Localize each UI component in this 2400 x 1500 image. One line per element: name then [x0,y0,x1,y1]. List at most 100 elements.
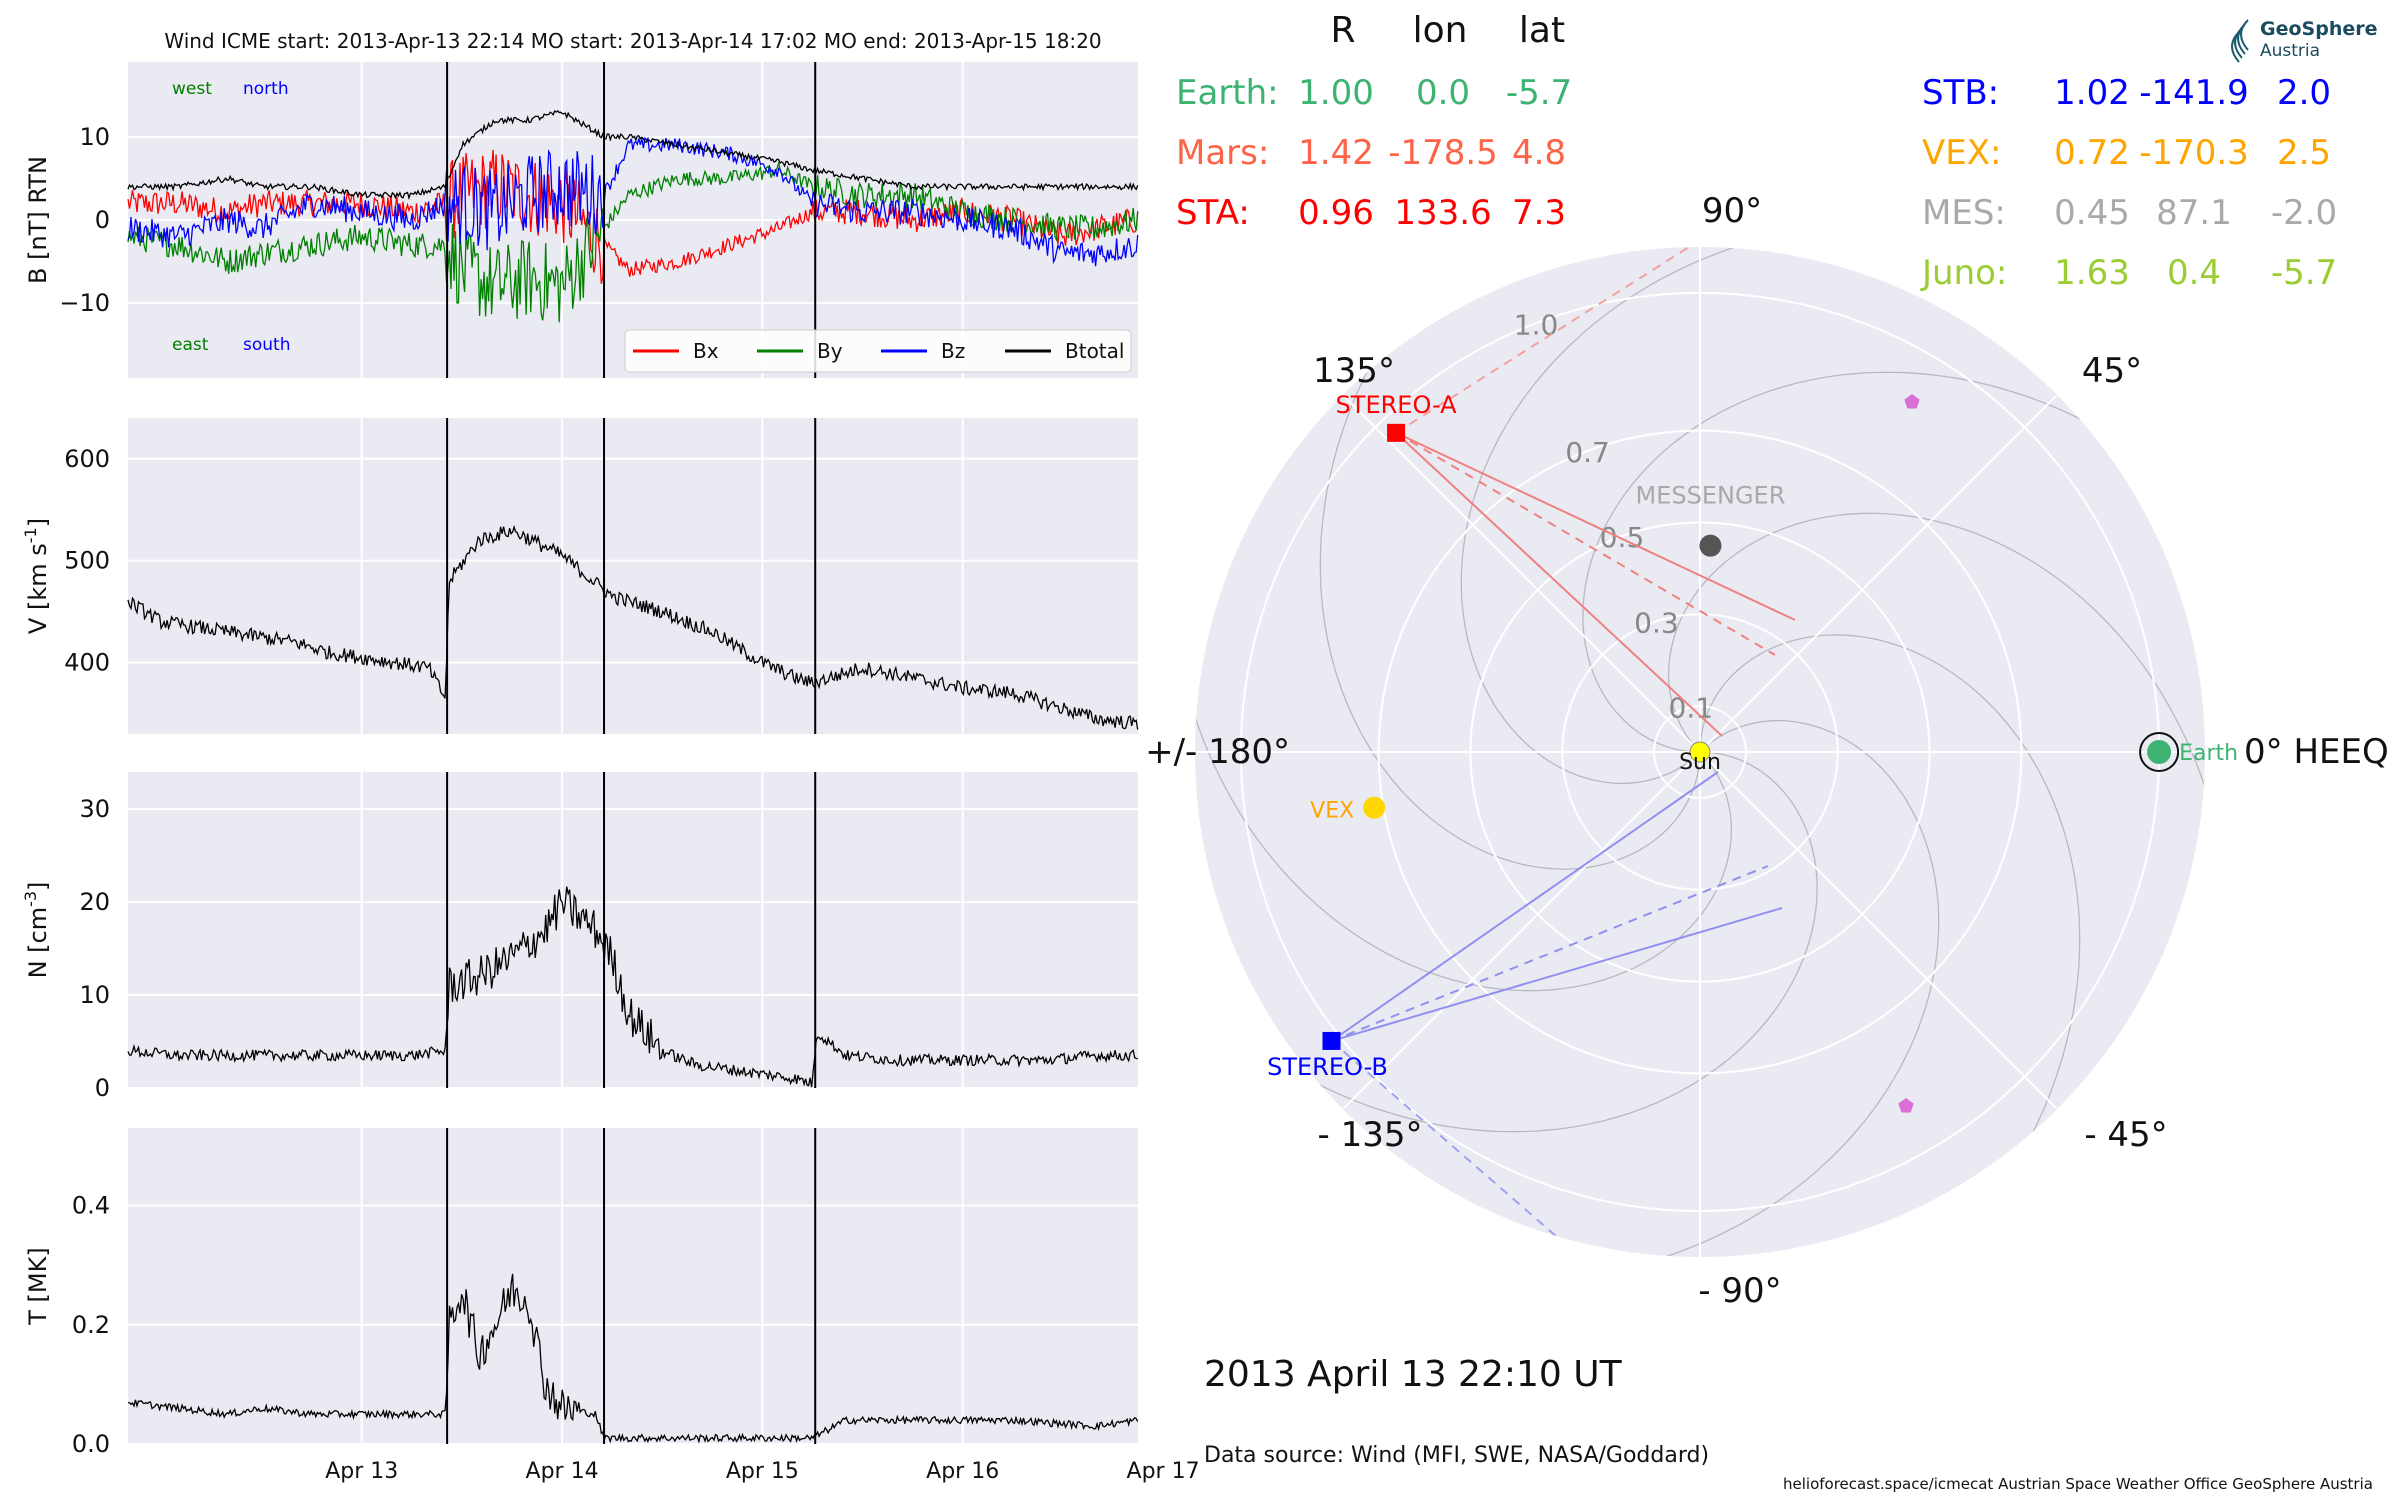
y-tick-label: 0 [95,1074,110,1102]
table-header: lon [1413,10,1468,51]
messenger-label: MESSENGER [1635,482,1785,510]
y-axis-label: T [MK] [24,1247,52,1325]
table-lon: 0.0 [1416,73,1470,113]
angle-label: 45° [2082,351,2142,391]
legend-box [624,329,1132,373]
table-body-name: STA: [1176,193,1250,233]
series-line-by [127,160,1139,323]
x-tick-label: Apr 15 [726,1459,799,1484]
table-body-name: STB: [1922,73,1999,113]
y-tick-label: 30 [79,795,110,823]
parker-spiral [1667,512,2205,1257]
stereo-b-label: STEREO-B [1267,1053,1388,1081]
panel-background [128,772,1138,1088]
y-tick-label: 400 [64,649,110,677]
table-lat: 7.3 [1512,193,1566,233]
table-body-name: Juno: [1920,253,2007,293]
angle-label: 135° [1313,351,1395,391]
y-tick-label: 500 [64,547,110,575]
table-body-name: Mars: [1176,133,1269,173]
angle-label: - 45° [2084,1115,2167,1155]
table-header: R [1330,10,1355,51]
data-source: Data source: Wind (MFI, SWE, NASA/Goddar… [1204,1443,1709,1468]
earth-ring [2139,732,2180,772]
panel-background [128,418,1138,734]
y-axis-label: N [cm-3] [21,882,52,979]
radial-tick-label: 0.5 [1600,521,1645,554]
vex-marker [1363,796,1386,819]
messenger-marker [1699,534,1722,557]
table-body-name: Earth: [1176,73,1279,113]
angular-grid-line [1342,751,1701,1110]
sta-direction-line [1395,247,1701,434]
table-lat: -5.7 [1506,73,1572,113]
y-tick-label: 20 [79,888,110,916]
y-tick-label: 0.2 [72,1311,110,1339]
logo-line2: Austria [2260,41,2320,61]
stb-view-line [1330,771,1719,1042]
table-r: 1.02 [2054,73,2130,113]
legend-label: Btotal [1065,339,1124,363]
pentagon-marker [1904,394,1920,409]
table-r: 0.96 [1298,193,1374,233]
sta-view-line [1395,431,1796,621]
series-line-btotal [127,109,1139,201]
y-tick-label: 0.0 [72,1430,110,1458]
table-r: 1.42 [1298,133,1374,173]
y-tick-label: −10 [59,289,110,317]
table-lon: 0.4 [2167,253,2221,293]
table-body-name: MES: [1922,193,2006,233]
table-r: 0.45 [2054,193,2130,233]
figure-title: Wind ICME start: 2013-Apr-13 22:14 MO st… [164,29,1101,53]
date-label: 2013 April 13 22:10 UT [1204,1354,1623,1395]
radial-tick-label: 0.3 [1634,606,1679,639]
table-lat: 4.8 [1512,133,1566,173]
table-r: 1.00 [1298,73,1374,113]
angular-grid-line [1699,394,2058,753]
table-lat: 2.0 [2277,73,2331,113]
legend-label: Bz [941,339,965,363]
annotation-east: east [172,335,209,355]
stereo-a-marker [1387,423,1406,442]
sun-marker [1689,741,1711,763]
logo-line1: GeoSphere [2260,18,2378,40]
stb-view-line [1331,865,1769,1042]
table-header: lat [1519,10,1565,51]
x-tick-label: Apr 17 [1127,1459,1200,1484]
radial-tick-label: 1.0 [1514,308,1559,341]
x-tick-label: Apr 13 [325,1459,398,1484]
earth-marker [2147,740,2172,764]
radial-tick-label: 0.7 [1565,436,1610,469]
series-line-v [127,524,1139,730]
table-lat: -2.0 [2271,193,2337,233]
annotation-north: north [243,79,289,99]
sta-view-line [1395,432,1723,737]
x-tick-label: Apr 16 [926,1459,999,1484]
y-tick-label: 10 [79,981,110,1009]
table-r: 0.72 [2054,133,2130,173]
y-tick-label: 0.4 [72,1192,110,1220]
table-lat: -5.7 [2271,253,2337,293]
series-line-n [127,886,1138,1088]
earth-label: Earth [2179,741,2238,766]
stb-direction-line [1330,1040,1573,1251]
table-lon: -141.9 [2139,73,2249,113]
angular-grid-line [1699,751,2058,1110]
parker-spiral [1606,634,2081,1257]
stereo-b-marker [1322,1031,1341,1050]
y-axis-label: V [km s-1] [21,518,52,634]
annotation-south: south [243,335,290,355]
y-axis-label: B [nT] RTN [24,156,52,284]
stb-view-line [1331,907,1783,1042]
table-lat: 2.5 [2277,133,2331,173]
y-tick-label: 600 [64,445,110,473]
panel-background [128,1128,1138,1444]
angle-label: +/- 180° [1145,732,1290,772]
series-line-t [127,1273,1139,1444]
vex-label: VEX [1310,799,1354,824]
sun-label: Sun [1679,750,1721,775]
parker-spiral [1195,247,1733,992]
legend-label: Bx [693,339,719,363]
